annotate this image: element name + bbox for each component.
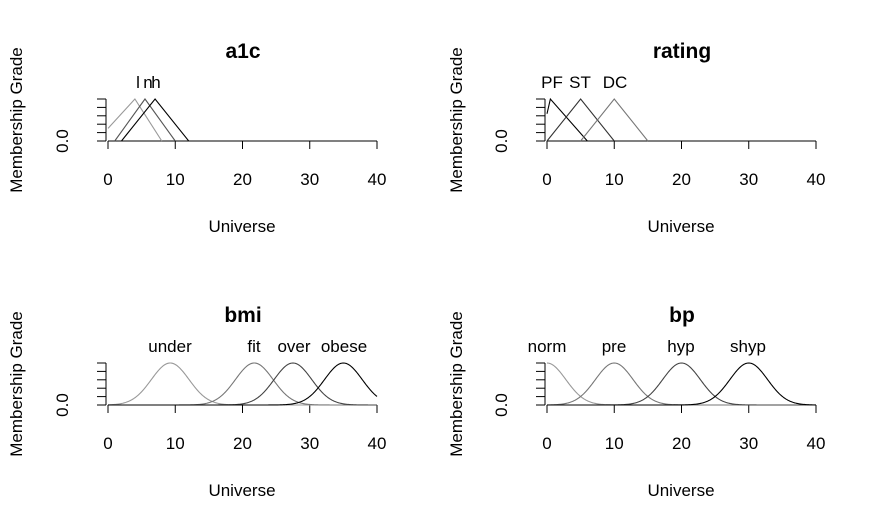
set-label-over: over — [277, 337, 310, 356]
x-tick-label: 20 — [233, 434, 252, 453]
panel-bp: bp Membership Grade 0.0 0 10 20 30 40 Universe no… — [447, 304, 825, 500]
set-label-hyp: hyp — [667, 337, 694, 356]
series-n-curve — [114, 98, 176, 142]
chart-title: bmi — [224, 304, 261, 327]
x-tick-label: 0 — [542, 434, 551, 453]
x-tick-label: 10 — [605, 170, 624, 189]
set-label-norm: norm — [528, 337, 567, 356]
x-axis-label: Universe — [208, 217, 275, 236]
set-label-shyp: shyp — [730, 337, 766, 356]
x-tick-label: 30 — [300, 170, 319, 189]
set-label-st: ST — [569, 73, 591, 92]
series-hyp-curve — [547, 362, 816, 406]
y-tick-label: 0.0 — [53, 129, 72, 153]
chart-title: a1c — [225, 40, 260, 63]
y-axis-label: Membership Grade — [447, 47, 466, 193]
x-tick-label: 40 — [368, 434, 387, 453]
x-tick-label: 0 — [103, 434, 112, 453]
panel-rating: rating Membership Grade 0.0 0 10 20 30 40 Univer… — [447, 40, 825, 236]
set-label-pre: pre — [602, 337, 627, 356]
chart-title: bp — [669, 304, 695, 327]
x-tick-label: 20 — [233, 170, 252, 189]
x-tick-label: 20 — [672, 170, 691, 189]
x-tick-label: 30 — [739, 434, 758, 453]
series-shyp-curve — [547, 362, 817, 406]
set-label-fit: fit — [247, 337, 261, 356]
y-axis-label: Membership Grade — [7, 311, 26, 457]
series-under-curve — [107, 362, 377, 406]
x-tick-label: 30 — [739, 170, 758, 189]
x-tick-label: 20 — [672, 434, 691, 453]
x-axis-label: Universe — [208, 481, 275, 500]
x-tick-label: 40 — [807, 434, 826, 453]
y-tick-label: 0.0 — [492, 393, 511, 417]
series-obese-curve — [108, 362, 378, 406]
series-st-curve — [546, 98, 615, 142]
set-label-pf: PF — [541, 73, 563, 92]
series-dc-curve — [580, 98, 649, 142]
y-tick-label: 0.0 — [492, 129, 511, 153]
panel-a1c: a1c Membership Grade 0.0 0 10 20 30 40 Universe l… — [7, 40, 386, 236]
series-h-curve — [121, 98, 377, 142]
panel-bmi: bmi Membership Grade 0.0 0 10 20 30 40 Universe u… — [7, 304, 386, 500]
series-pre-curve — [546, 362, 816, 406]
x-tick-label: 40 — [807, 170, 826, 189]
y-axis-label: Membership Grade — [447, 311, 466, 457]
chart-title: rating — [653, 40, 711, 63]
x-axis-label: Universe — [647, 217, 714, 236]
set-label-h: h — [151, 73, 160, 92]
x-tick-label: 40 — [368, 170, 387, 189]
y-tick-label: 0.0 — [53, 393, 72, 417]
set-label-under: under — [148, 337, 192, 356]
x-tick-label: 0 — [542, 170, 551, 189]
set-label-n: n — [143, 73, 152, 92]
series-l-curve — [107, 98, 163, 142]
series-pf-curve — [546, 97, 588, 142]
x-tick-label: 10 — [605, 434, 624, 453]
y-axis-label: Membership Grade — [7, 47, 26, 193]
x-tick-label: 0 — [103, 170, 112, 189]
x-tick-label: 30 — [300, 434, 319, 453]
set-label-dc: DC — [603, 73, 628, 92]
series-norm-curve — [546, 362, 816, 406]
set-label-l: l — [136, 73, 140, 92]
x-tick-label: 10 — [166, 170, 185, 189]
x-axis-label: Universe — [647, 481, 714, 500]
x-tick-label: 10 — [166, 434, 185, 453]
set-label-obese: obese — [321, 337, 367, 356]
